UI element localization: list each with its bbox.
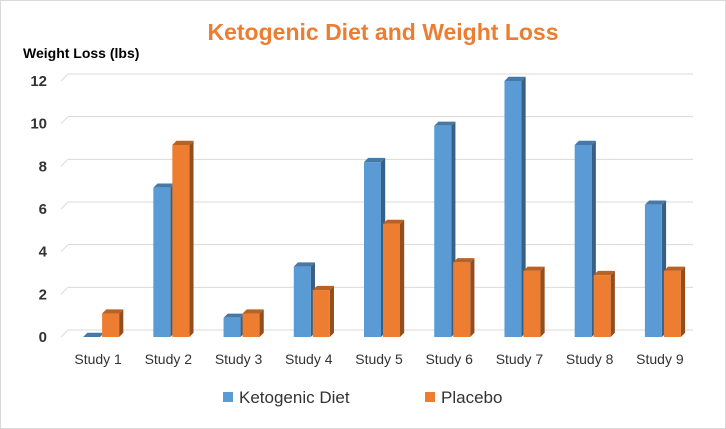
- x-tick-label: Study 3: [215, 351, 263, 367]
- bar-placebo: [593, 270, 615, 337]
- bar-side: [610, 270, 615, 337]
- y-tick-label: 12: [30, 73, 47, 90]
- bar-side: [470, 258, 475, 337]
- bars: [83, 76, 686, 338]
- bar-ketogenic: [644, 200, 667, 337]
- bar-front: [102, 313, 120, 337]
- bar-ketogenic: [293, 262, 315, 337]
- bar-front: [644, 204, 662, 337]
- bar-placebo: [242, 309, 264, 337]
- bar-front: [593, 275, 611, 337]
- x-tick-label: Study 1: [74, 351, 122, 367]
- legend-swatch-ketogenic: [223, 392, 233, 402]
- bar-ketogenic: [153, 183, 175, 337]
- bar-front: [434, 125, 452, 337]
- bar-front: [364, 162, 381, 337]
- bar-top: [312, 285, 334, 291]
- bar-front: [383, 223, 400, 337]
- x-tick-label: Study 6: [425, 351, 473, 367]
- bar-top: [644, 200, 667, 205]
- y-tick-label: 2: [39, 286, 47, 303]
- y-tick-label: 10: [30, 116, 47, 133]
- bar-front: [223, 317, 241, 337]
- y-tick-label: 0: [39, 329, 47, 346]
- gridline-depth: [60, 286, 69, 295]
- bar-ketogenic: [504, 76, 526, 338]
- bar-top: [593, 270, 615, 276]
- bar-ketogenic: [223, 313, 245, 337]
- bar-top: [223, 313, 245, 318]
- y-axis-ticks: 0 2 4 6 8 10 12: [30, 73, 47, 346]
- bar-front: [293, 266, 311, 337]
- bar-front: [504, 81, 522, 337]
- bar-side: [189, 140, 194, 337]
- gridline-depth: [60, 329, 69, 338]
- bar-front: [153, 187, 171, 337]
- x-tick-label: Study 8: [566, 351, 614, 367]
- legend-swatch-placebo: [425, 392, 435, 402]
- bar-top: [83, 332, 105, 337]
- bar-top: [453, 258, 475, 263]
- bar-top: [102, 309, 124, 314]
- bar-front: [172, 145, 190, 337]
- bar-top: [383, 219, 405, 224]
- bar-placebo: [663, 266, 686, 337]
- bar-top: [504, 76, 526, 81]
- x-tick-label: Study 9: [636, 351, 684, 367]
- bar-front: [453, 262, 471, 337]
- bar-placebo: [102, 309, 124, 337]
- bar-placebo: [453, 258, 475, 337]
- bar-top: [242, 309, 264, 314]
- bar-ketogenic: [434, 121, 456, 337]
- x-tick-label: Study 2: [145, 351, 193, 367]
- bar-top: [574, 140, 596, 145]
- gridline-depth: [60, 116, 69, 125]
- legend-label: Placebo: [441, 388, 502, 407]
- bar-front: [574, 145, 592, 337]
- bar-placebo: [383, 219, 405, 337]
- bar-side: [680, 266, 686, 337]
- y-tick-label: 4: [39, 244, 48, 261]
- chart-title: Ketogenic Diet and Weight Loss: [208, 19, 559, 45]
- gridline-depth: [60, 73, 69, 82]
- x-axis-ticks: Study 1 Study 2 Study 3 Study 4 Study 5 Study…: [74, 351, 683, 367]
- bar-side: [540, 266, 545, 337]
- bar-top: [364, 157, 386, 163]
- x-tick-label: Study 4: [285, 351, 333, 367]
- bar-top: [434, 121, 456, 126]
- bar-ketogenic: [364, 157, 386, 337]
- x-tick-label: Study 5: [355, 351, 403, 367]
- bar-front: [312, 290, 330, 337]
- bar-front: [663, 270, 681, 337]
- bar-side: [259, 309, 264, 337]
- y-axis-label: Weight Loss (lbs): [23, 45, 139, 61]
- bar-top: [172, 140, 194, 145]
- bar-placebo: [172, 140, 194, 337]
- legend: Ketogenic Diet Placebo: [223, 388, 502, 407]
- bar-side: [119, 309, 124, 337]
- bar-side: [400, 219, 405, 337]
- bar-placebo: [312, 285, 334, 337]
- bar-ketogenic: [83, 332, 105, 337]
- gridline-depth: [60, 244, 69, 253]
- bar-ketogenic: [574, 140, 596, 337]
- gridline-depth: [60, 158, 69, 167]
- bar-front: [242, 313, 260, 337]
- y-tick-label: 8: [39, 158, 47, 175]
- bar-side: [329, 285, 334, 337]
- y-tick-label: 6: [39, 201, 47, 218]
- bar-top: [523, 266, 545, 271]
- bar-top: [663, 266, 686, 271]
- gridline-depth: [60, 201, 69, 210]
- bar-top: [293, 262, 315, 267]
- legend-label: Ketogenic Diet: [239, 388, 350, 407]
- bar-placebo: [523, 266, 545, 337]
- x-tick-label: Study 7: [496, 351, 544, 367]
- bar-front: [523, 270, 541, 337]
- bar-top: [153, 183, 175, 188]
